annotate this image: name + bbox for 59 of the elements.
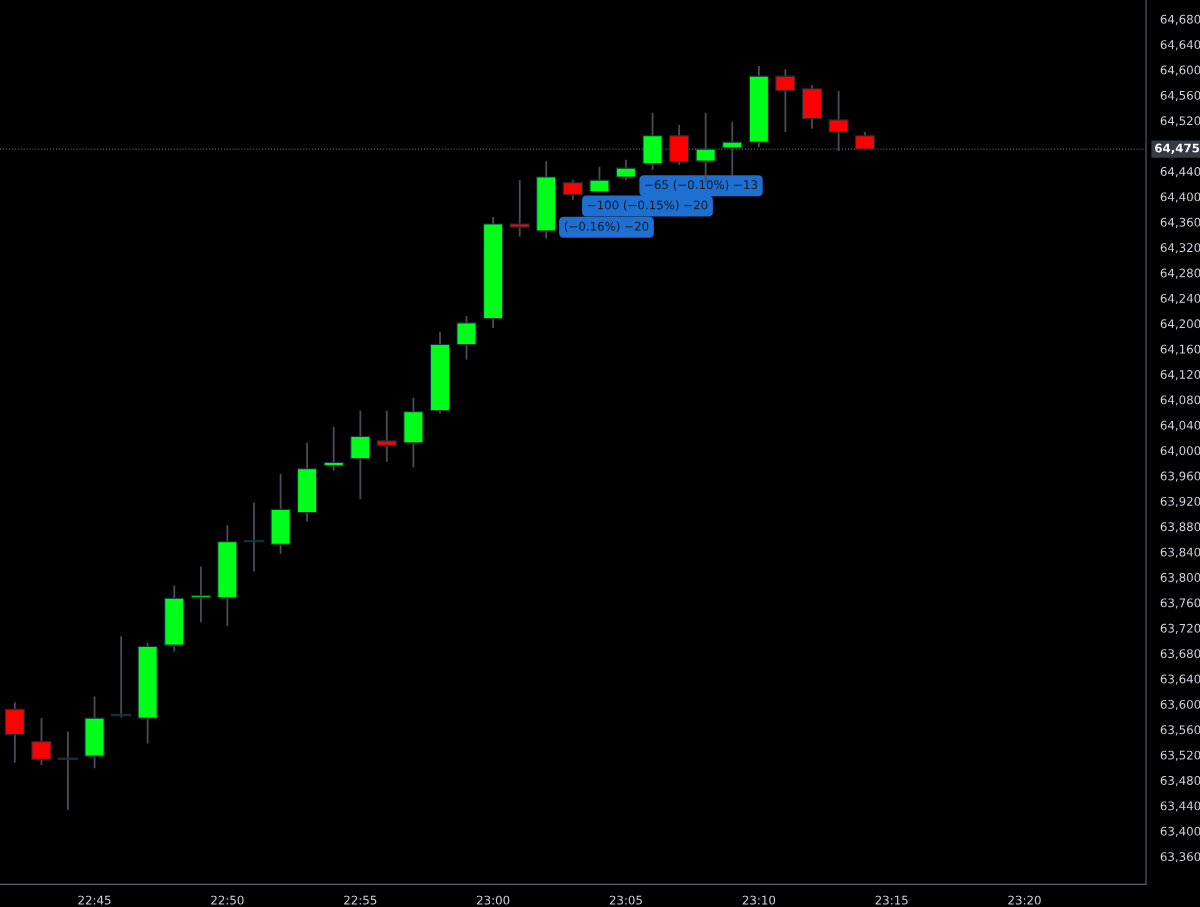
candlestick <box>57 730 79 812</box>
candlestick <box>190 565 211 624</box>
candlestick <box>31 717 52 766</box>
x-tick-label: 23:05 <box>609 895 642 905</box>
candlestick <box>376 409 397 463</box>
y-tick-label: 63,440 <box>1160 801 1200 812</box>
candlestick <box>562 179 583 201</box>
candlestick <box>775 68 796 133</box>
candlestick <box>722 120 743 177</box>
annotation: −65 (−0.10%) −13 <box>645 180 758 191</box>
candlestick <box>456 315 477 361</box>
y-tick-label: 64,520 <box>1160 116 1200 127</box>
y-tick-label: 64,560 <box>1160 90 1200 102</box>
y-tick-label: 63,760 <box>1160 598 1200 609</box>
y-tick-label: 63,400 <box>1160 826 1200 837</box>
y-tick-label: 64,360 <box>1160 217 1200 228</box>
y-tick-label: 64,080 <box>1160 395 1200 406</box>
y-tick-label: 64,000 <box>1160 446 1200 457</box>
y-tick-label: 63,920 <box>1160 496 1200 508</box>
y-tick-label: 63,520 <box>1160 750 1200 761</box>
ref-line-label: 64,475 <box>1155 143 1200 155</box>
y-tick-label: 64,320 <box>1160 243 1200 254</box>
y-tick-label: 64,600 <box>1160 65 1200 76</box>
candlestick <box>323 426 344 472</box>
y-tick-label: 64,280 <box>1160 268 1200 279</box>
y-tick-label: 63,960 <box>1160 471 1200 482</box>
y-tick-label: 63,600 <box>1160 699 1200 711</box>
annotation: (−0.16%) −20 <box>564 221 649 233</box>
annotation: −100 (−0.15%) −20 <box>588 200 708 211</box>
y-tick-label: 63,560 <box>1160 725 1200 736</box>
candlestick <box>589 165 610 193</box>
x-tick-label: 23:10 <box>742 895 776 905</box>
x-tick-label: 23:00 <box>476 895 510 905</box>
y-tick-label: 63,880 <box>1160 522 1200 533</box>
y-tick-label: 63,800 <box>1160 573 1200 584</box>
candlestick <box>350 409 371 501</box>
y-tick-label: 64,440 <box>1160 167 1200 178</box>
y-tick-label: 63,640 <box>1160 674 1200 685</box>
candlestick <box>509 179 530 238</box>
y-tick-label: 64,680 <box>1160 14 1200 25</box>
x-tick-label: 22:55 <box>344 895 377 905</box>
x-tick-label: 22:50 <box>211 895 244 905</box>
candlestick <box>828 89 849 152</box>
x-tick-label: 22:45 <box>78 895 111 905</box>
x-tick-label: 23:20 <box>1008 895 1041 905</box>
y-tick-label: 63,720 <box>1160 623 1200 634</box>
candlestick <box>615 158 637 182</box>
y-tick-label: 64,640 <box>1160 40 1200 51</box>
y-tick-label: 64,160 <box>1160 344 1200 355</box>
y-tick-label: 64,040 <box>1160 420 1200 431</box>
y-tick-label: 64,120 <box>1160 370 1200 381</box>
y-tick-label: 64,200 <box>1160 319 1200 330</box>
y-tick-label: 63,840 <box>1160 547 1200 558</box>
y-tick-label: 63,480 <box>1160 776 1200 787</box>
y-tick-label: 63,360 <box>1160 852 1200 863</box>
x-tick-label: 23:15 <box>875 895 908 905</box>
y-tick-label: 64,240 <box>1160 293 1200 305</box>
y-tick-label: 64,400 <box>1160 192 1200 203</box>
y-tick-label: 63,680 <box>1160 649 1200 660</box>
